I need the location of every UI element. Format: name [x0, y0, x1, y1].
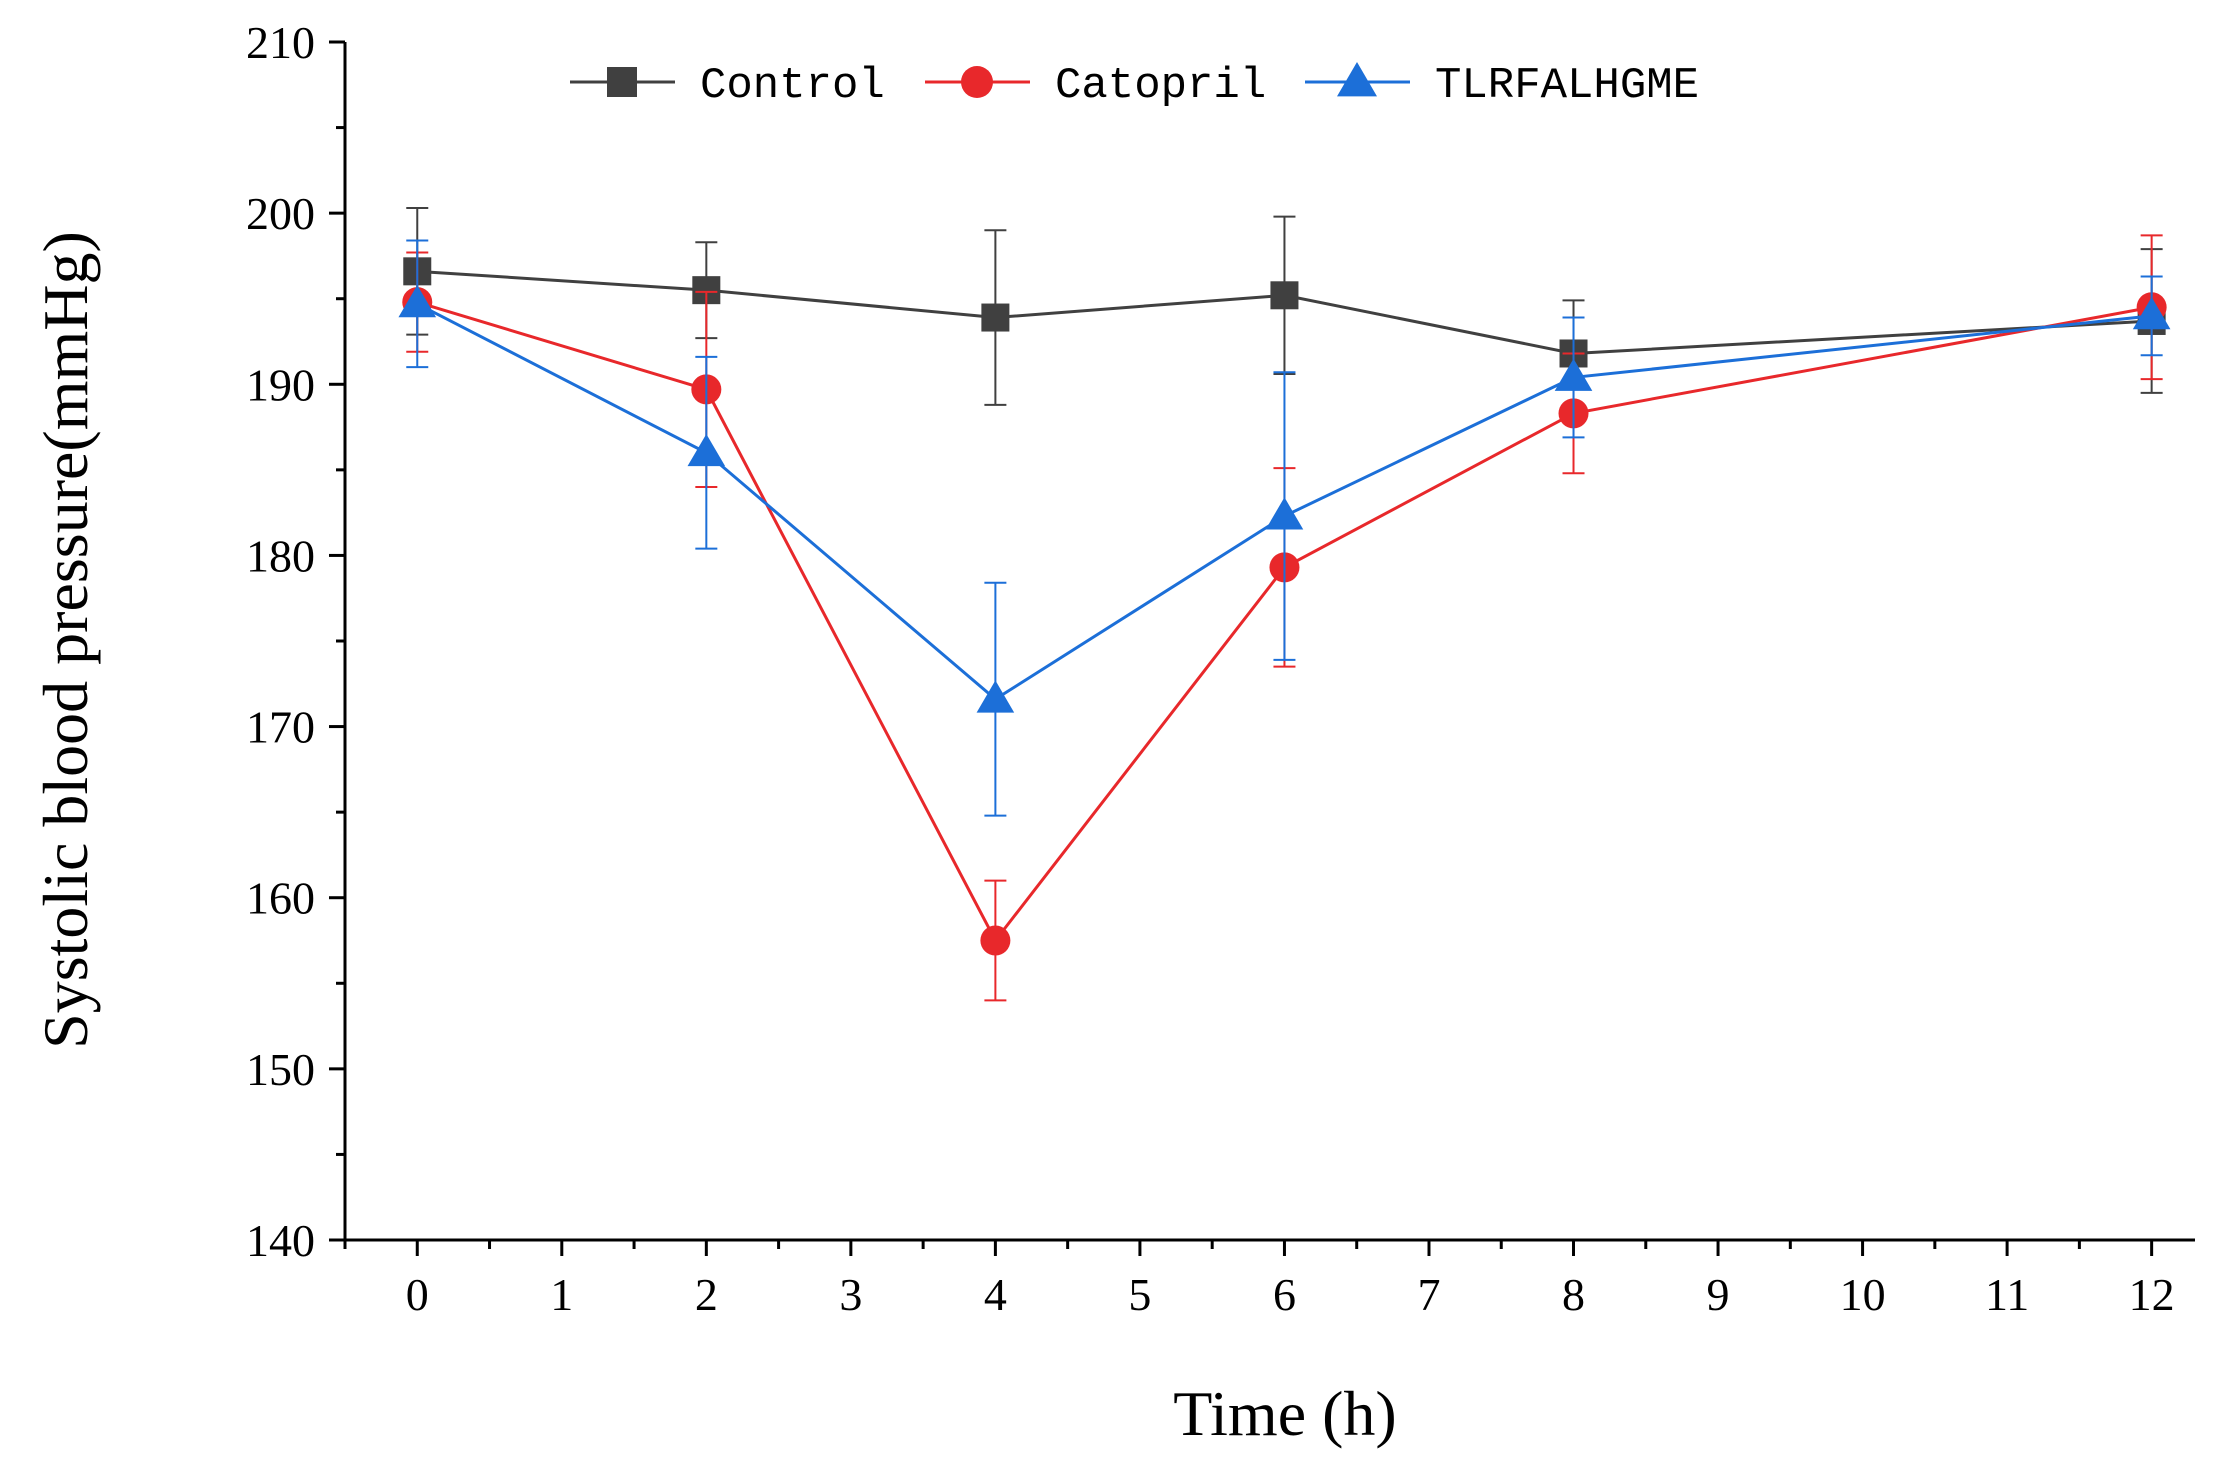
y-axis-title: Systolic blood pressure(mmHg): [30, 231, 101, 1049]
y-tick-label: 150: [246, 1044, 315, 1095]
x-tick-label: 12: [2129, 1269, 2175, 1320]
tlrfalhgme-point: [1265, 497, 1304, 530]
tlrfalhgme-line: [416, 302, 2152, 702]
x-tick-label: 2: [695, 1269, 718, 1320]
tlrfalhgme-point: [1554, 358, 1593, 391]
x-axis-title: Time (h): [1173, 1378, 1396, 1449]
x-tick-label: 6: [1273, 1269, 1296, 1320]
x-tick-label: 7: [1417, 1269, 1440, 1320]
control-point: [1270, 281, 1299, 310]
x-tick-label: 11: [1985, 1269, 2029, 1320]
x-tick-label: 3: [839, 1269, 862, 1320]
x-tick-label: 9: [1707, 1269, 1730, 1320]
x-tick-label: 4: [984, 1269, 1007, 1320]
series-tlrfalhgme: [398, 239, 2171, 817]
control-line: [417, 269, 2152, 355]
legend-item-catopril: Catopril: [925, 61, 1266, 111]
legend-label-tlrfalhgme: TLRFALHGME: [1435, 61, 1699, 111]
catopril-line: [416, 300, 2152, 944]
legend-marker-tlrfalhgme: [1337, 62, 1377, 97]
x-tick-label: 5: [1128, 1269, 1151, 1320]
y-tick-label: 140: [246, 1215, 315, 1266]
x-tick-label: 0: [406, 1269, 429, 1320]
x-tick-label: 8: [1562, 1269, 1585, 1320]
tlrfalhgme-point: [687, 433, 726, 467]
legend-item-tlrfalhgme: TLRFALHGME: [1305, 61, 1699, 111]
tlrfalhgme-point: [398, 285, 437, 318]
y-tick-label: 160: [246, 873, 315, 924]
y-tick-label: 180: [246, 530, 315, 581]
legend-marker-control: [607, 67, 637, 97]
tlrfalhgme-point: [2132, 297, 2171, 330]
x-tick-label: 10: [1840, 1269, 1886, 1320]
tlrfalhgme-point: [976, 680, 1015, 713]
legend-label-catopril: Catopril: [1055, 61, 1266, 111]
legend: Control Catopril TLRFALHGME: [570, 61, 1699, 111]
y-tick-label: 210: [246, 17, 315, 68]
y-tick-label: 170: [246, 702, 315, 753]
catopril-point: [980, 925, 1011, 956]
control-point: [981, 303, 1010, 332]
x-tick-label: 1: [550, 1269, 573, 1320]
legend-marker-catopril: [961, 66, 993, 98]
y-tick-label: 190: [246, 359, 315, 410]
y-tick-label: 200: [246, 188, 315, 239]
series-layer: [398, 207, 2171, 1002]
legend-item-control: Control: [570, 61, 885, 111]
legend-label-control: Control: [700, 61, 885, 111]
